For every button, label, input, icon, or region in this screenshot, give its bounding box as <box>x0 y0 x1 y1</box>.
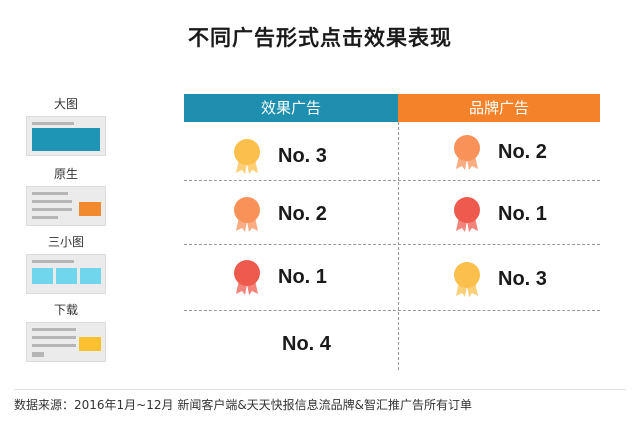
cell-download-performance: No. 4 <box>268 316 331 372</box>
cell-big-image-performance: No. 3 <box>230 128 327 184</box>
cell-big-image-brand: No. 2 <box>450 124 547 180</box>
thumb-text-line <box>32 216 58 219</box>
thumb-text-line <box>32 344 76 347</box>
download-thumbnail <box>26 322 106 362</box>
rank-label: No. 2 <box>278 202 327 225</box>
thumb-text-line <box>32 122 74 125</box>
cell-native-performance: No. 2 <box>230 186 327 242</box>
thumb-text-line <box>32 336 76 339</box>
thumb-small-image-block <box>80 268 101 284</box>
data-source-note: 数据来源：2016年1月~12月 新闻客户端&天天快报信息流品牌&智汇推广告所有… <box>14 398 473 412</box>
column-divider <box>398 122 399 370</box>
chart-title: 不同广告形式点击效果表现 <box>188 26 452 50</box>
three-images-thumbnail <box>26 254 106 294</box>
cell-native-brand: No. 1 <box>450 186 547 242</box>
format-label: 下载 <box>53 303 78 317</box>
format-native: 原生 <box>24 165 108 226</box>
row-divider <box>184 180 600 181</box>
format-label: 大图 <box>53 97 78 111</box>
cell-three-images-performance: No. 1 <box>230 249 327 305</box>
medal-icon <box>450 133 484 171</box>
format-big-image: 大图 <box>24 95 108 156</box>
thumb-text-line <box>32 328 76 331</box>
big-image-thumbnail <box>26 116 106 156</box>
thumb-text-line <box>32 192 68 195</box>
format-label: 原生 <box>53 167 78 181</box>
medal-icon <box>230 195 264 233</box>
medal-icon <box>230 137 264 175</box>
cell-three-images-brand: No. 3 <box>450 251 547 307</box>
row-divider <box>184 310 600 311</box>
rank-label: No. 1 <box>278 265 327 288</box>
medal-icon <box>450 195 484 233</box>
rank-label: No. 2 <box>498 140 547 163</box>
medal-icon <box>230 258 264 296</box>
thumb-download-image-block <box>79 337 101 351</box>
rank-label: No. 4 <box>282 332 331 355</box>
format-label: 三小图 <box>47 235 84 249</box>
column-header-brand-ads: 品牌广告 <box>398 94 600 122</box>
rank-label: No. 3 <box>278 144 327 167</box>
format-three-images: 三小图 <box>24 233 108 294</box>
rank-label: No. 1 <box>498 202 547 225</box>
footer-divider <box>14 389 626 390</box>
thumb-small-image-block <box>56 268 77 284</box>
thumb-small-image-block <box>32 268 53 284</box>
thumb-big-image-block <box>32 128 100 151</box>
thumb-button <box>32 352 44 357</box>
rank-label: No. 3 <box>498 267 547 290</box>
native-thumbnail <box>26 186 106 226</box>
thumb-text-line <box>32 208 72 211</box>
format-download: 下载 <box>24 301 108 362</box>
thumb-text-line <box>32 260 74 263</box>
thumb-text-line <box>32 200 72 203</box>
row-divider <box>184 244 600 245</box>
thumb-native-image-block <box>79 202 101 216</box>
column-header-performance-ads: 效果广告 <box>184 94 398 122</box>
medal-icon <box>450 260 484 298</box>
